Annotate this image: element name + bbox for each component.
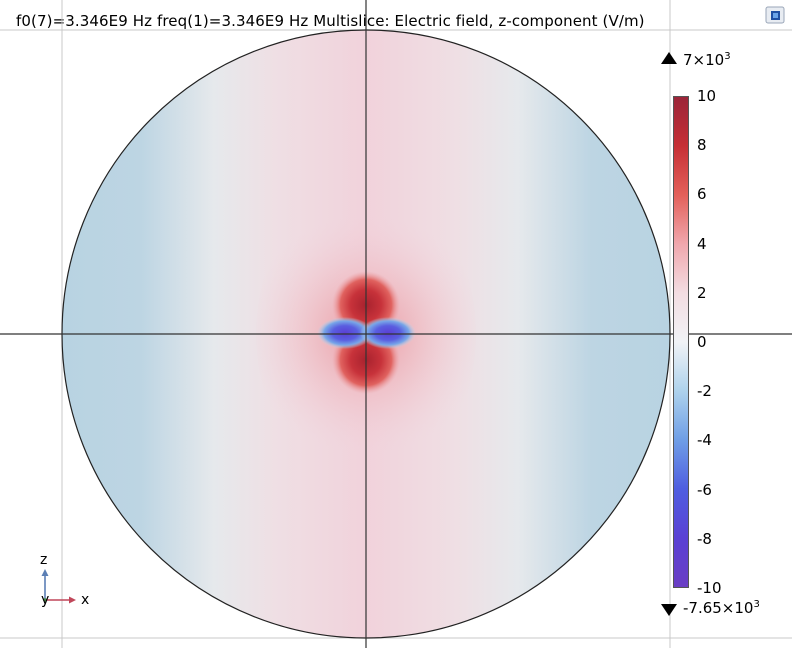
z-axis-label: z [40, 552, 48, 568]
min-value-label: -7.65×103 [683, 599, 760, 617]
legend-tick-label: 10 [697, 87, 717, 105]
legend-tick-label: -2 [697, 382, 712, 401]
negative-lobe-left [317, 317, 373, 349]
legend-tick-label: -8 [697, 529, 712, 548]
axis-orientation-triad: z y x [30, 552, 100, 618]
negative-lobe-right [360, 317, 416, 349]
legend-tick-label: -4 [697, 431, 712, 450]
legend-tick-label: -6 [697, 480, 712, 499]
legend-tick-label: 8 [697, 136, 707, 155]
legend-tick-label: 4 [697, 234, 707, 253]
min-marker-icon [661, 604, 677, 616]
plot-title: f0(7)=3.346E9 Hz freq(1)=3.346E9 Hz Mult… [16, 12, 645, 30]
x-axis-label: x [81, 592, 90, 608]
color-legend-bar [673, 96, 689, 588]
y-axis-label: y [41, 592, 50, 608]
max-marker-icon [661, 52, 677, 64]
legend-tick-label: 2 [697, 283, 707, 302]
legend-tick-label: 6 [697, 185, 707, 204]
legend-tick-label: -10 [697, 579, 722, 597]
image-export-icon[interactable] [764, 4, 786, 26]
legend-tick-label: 0 [697, 333, 707, 351]
max-value-label: 7×103 [683, 51, 731, 69]
